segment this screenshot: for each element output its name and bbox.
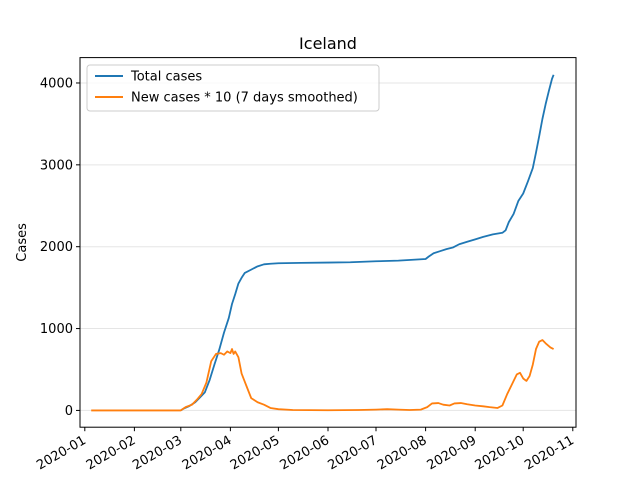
legend-label-new-cases: New cases * 10 (7 days smoothed) — [131, 91, 358, 106]
y-tick-label: 1000 — [40, 322, 73, 337]
y-tick-label: 0 — [65, 404, 73, 419]
legend: Total cases New cases * 10 (7 days smoot… — [86, 64, 380, 112]
y-tick-label: 3000 — [40, 158, 73, 173]
legend-label-total-cases: Total cases — [130, 70, 202, 85]
series-layer — [91, 74, 555, 412]
chart-title: Iceland — [299, 34, 357, 53]
y-tick-label: 2000 — [40, 240, 73, 255]
legend-box — [86, 64, 380, 112]
series-line-new-cases — [91, 339, 555, 412]
series-line-total-cases — [180, 74, 555, 412]
y-tick-label: 4000 — [40, 76, 73, 91]
y-axis-label: Cases — [15, 223, 30, 262]
